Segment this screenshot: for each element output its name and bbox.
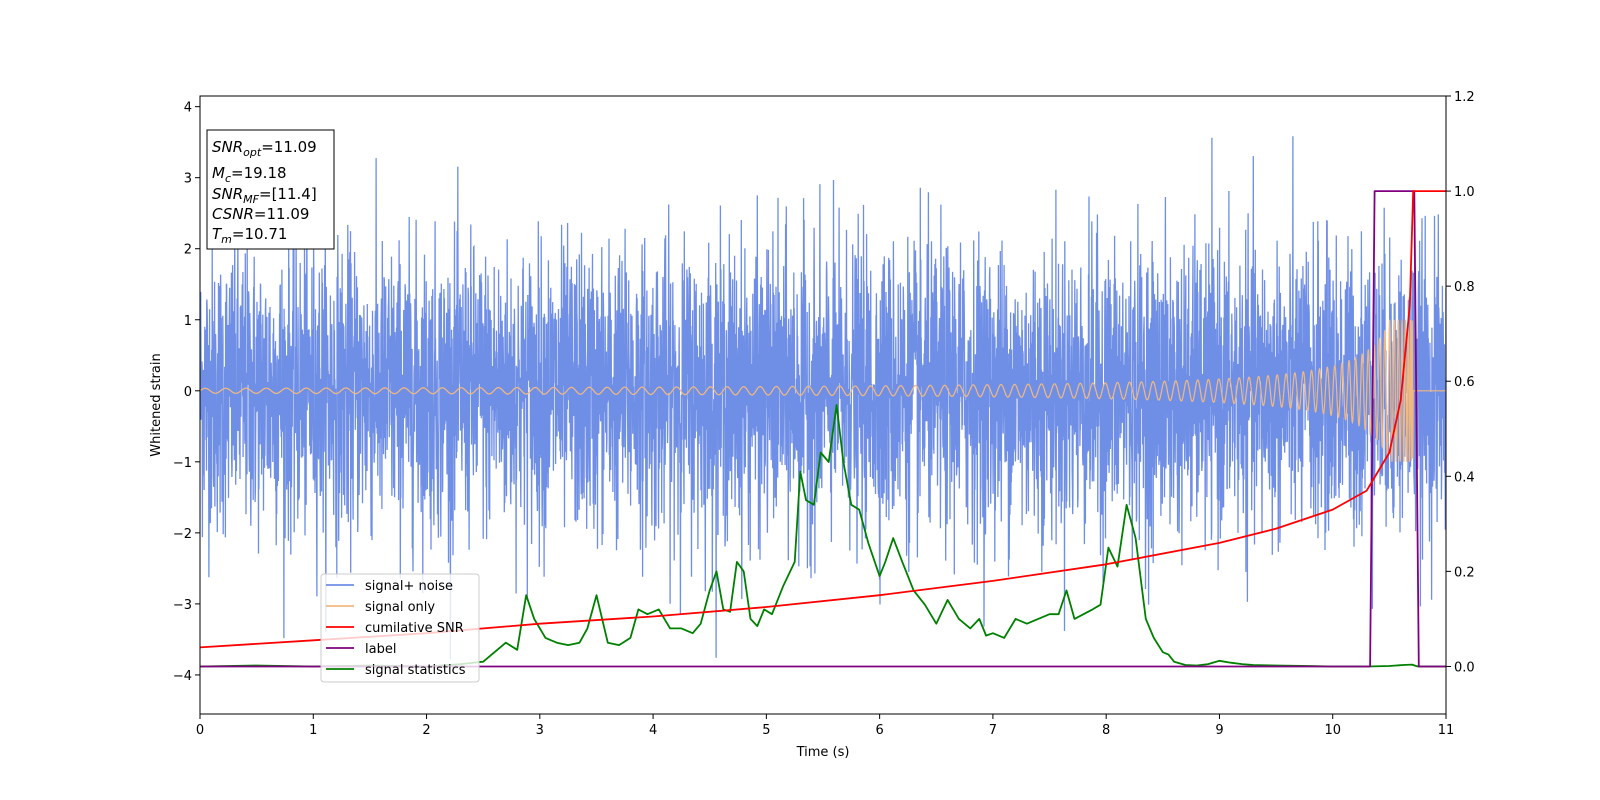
legend: signal+ noise signal only cumilative SNR la… — [320, 573, 480, 683]
y-left-tick-label: 2 — [184, 243, 192, 258]
y-right-tick-label: 1.2 — [1454, 90, 1475, 105]
y-axis-right: 0.0 0.2 0.4 0.6 0.8 1.0 1.2 — [1446, 90, 1475, 675]
y-left-tick-label: −3 — [173, 598, 192, 613]
y-left-tick-label: 3 — [184, 172, 192, 187]
legend-label: signal only — [365, 600, 435, 615]
info-subscript: m — [221, 233, 232, 246]
label-line — [200, 190, 1446, 668]
x-tick-label: 7 — [989, 723, 997, 738]
info-line: SNRMF=[11.4] — [212, 185, 317, 206]
y-left-tick-label: −4 — [173, 669, 192, 684]
info-subscript: c — [225, 172, 231, 185]
info-symbol: SNR — [212, 138, 243, 156]
info-line: Tm=10.71 — [212, 225, 287, 246]
x-tick-label: 5 — [762, 723, 770, 738]
info-value: =11.09 — [261, 138, 317, 156]
signal-noise-line — [200, 136, 1446, 660]
legend-frame — [320, 573, 480, 683]
y-right-tick-label: 1.0 — [1454, 185, 1475, 200]
x-tick-label: 2 — [422, 723, 430, 738]
x-tick-label: 4 — [649, 723, 657, 738]
plot-frame — [199, 95, 1447, 715]
y-left-tick-label: 0 — [184, 385, 192, 400]
info-line: Mc=19.18 — [212, 164, 287, 185]
x-axis-label: Time (s) — [796, 745, 850, 760]
y-axis-label: Whitened strain — [149, 353, 164, 456]
info-value: =10.71 — [232, 225, 288, 243]
x-tick-label: 0 — [196, 723, 204, 738]
y-right-tick-label: 0.0 — [1454, 660, 1475, 675]
y-left-tick-label: 1 — [184, 314, 192, 329]
info-box-frame — [206, 129, 335, 250]
x-tick-label: 9 — [1215, 723, 1223, 738]
x-tick-label: 3 — [536, 723, 544, 738]
x-tick-label: 8 — [1102, 723, 1110, 738]
y-left-tick-label: −1 — [173, 456, 192, 471]
info-value: =[11.4] — [259, 185, 317, 203]
info-symbol: M — [212, 164, 225, 182]
info-box: SNRopt=11.09Mc=19.18SNRMF=[11.4]CSNR=11.… — [206, 129, 335, 250]
x-tick-label: 1 — [309, 723, 317, 738]
x-axis: 0 1 2 3 4 5 6 7 8 9 10 11 — [196, 714, 1454, 738]
y-right-tick-label: 0.4 — [1454, 470, 1475, 485]
x-tick-label: 6 — [875, 723, 883, 738]
signal-only-series — [200, 317, 1446, 462]
legend-label: cumilative SNR — [365, 621, 464, 636]
right-axis-series — [200, 190, 1446, 668]
x-tick-label: 10 — [1324, 723, 1341, 738]
info-value: =19.18 — [231, 164, 287, 182]
legend-label: label — [365, 642, 396, 657]
info-subscript: opt — [243, 146, 262, 159]
legend-label: signal+ noise — [365, 579, 453, 594]
signal-statistics-line — [200, 404, 1446, 668]
info-symbol: SNR — [212, 185, 243, 203]
y-left-tick-label: 4 — [184, 101, 192, 116]
info-symbol: T — [212, 225, 223, 243]
plot-area — [200, 136, 1446, 668]
x-tick-label: 11 — [1438, 723, 1455, 738]
y-right-tick-label: 0.6 — [1454, 375, 1475, 390]
y-right-tick-label: 0.2 — [1454, 565, 1475, 580]
signal-noise-series — [200, 136, 1446, 660]
info-line: SNRopt=11.09 — [212, 138, 317, 159]
y-left-tick-label: −2 — [173, 527, 192, 542]
y-right-tick-label: 0.8 — [1454, 280, 1475, 295]
info-symbol: CSNR — [212, 205, 254, 223]
cumulative-snr-line — [200, 190, 1446, 649]
info-line: CSNR=11.09 — [212, 205, 309, 223]
legend-label: signal statistics — [365, 663, 466, 678]
y-axis-left: −4 −3 −2 −1 0 1 2 3 4 — [173, 101, 200, 684]
signal-only-line — [200, 317, 1446, 462]
info-subscript: MF — [243, 193, 259, 206]
info-value: =11.09 — [254, 205, 310, 223]
